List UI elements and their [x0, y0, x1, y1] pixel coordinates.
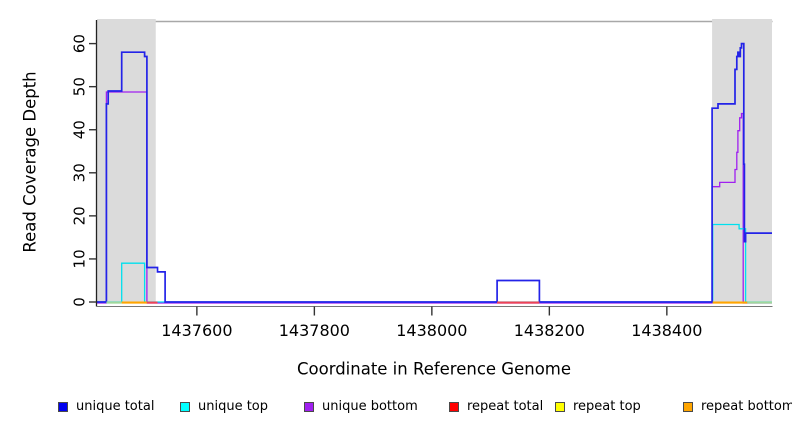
legend-swatch-repeat-total: [449, 402, 459, 412]
x-tick-label: 1437600: [161, 321, 232, 340]
legend-swatch-unique-total: [58, 402, 68, 412]
x-tick-label: 1438000: [396, 321, 467, 340]
legend-item-unique-bottom: unique bottom: [304, 397, 418, 417]
legend-swatch-unique-top: [180, 402, 190, 412]
legend-item-repeat-bottom: repeat bottom: [683, 397, 792, 417]
y-tick-label: 20: [71, 206, 89, 225]
y-tick-label: 0: [71, 297, 89, 307]
legend-item-repeat-total: repeat total: [449, 397, 543, 417]
legend-label: unique top: [198, 399, 269, 414]
legend-label: repeat total: [467, 399, 544, 414]
y-tick-label: 50: [71, 77, 89, 96]
series-unique-bottom-line: [97, 91, 772, 304]
legend-label: unique total: [76, 399, 155, 414]
x-tick-label: 1437800: [279, 321, 350, 340]
legend-label: unique bottom: [322, 399, 418, 414]
legend-label: repeat bottom: [701, 399, 792, 414]
series-unique-top-line: [97, 223, 772, 303]
y-tick-label: 10: [71, 249, 89, 268]
y-tick-label: 60: [71, 34, 89, 53]
x-tick-label: 1438200: [514, 321, 585, 340]
x-tick-label: 1438400: [631, 321, 702, 340]
legend-swatch-repeat-bottom: [683, 402, 693, 412]
repeat-region-right: [712, 19, 772, 303]
legend-item-unique-top: unique top: [180, 397, 268, 417]
legend-item-unique-total: unique total: [58, 397, 154, 417]
legend-swatch-repeat-top: [555, 402, 565, 412]
legend-item-repeat-top: repeat top: [555, 397, 641, 417]
y-axis-title: Read Coverage Depth: [20, 71, 40, 253]
series-unique-total-line: [97, 42, 772, 303]
x-axis-title: Coordinate in Reference Genome: [296, 359, 572, 379]
legend-label: repeat top: [573, 399, 641, 414]
legend-swatch-unique-bottom: [304, 402, 314, 412]
y-tick-label: 30: [71, 163, 89, 182]
legend: unique total unique top unique bottom repea…: [0, 397, 792, 417]
y-tick-label: 40: [71, 120, 89, 139]
